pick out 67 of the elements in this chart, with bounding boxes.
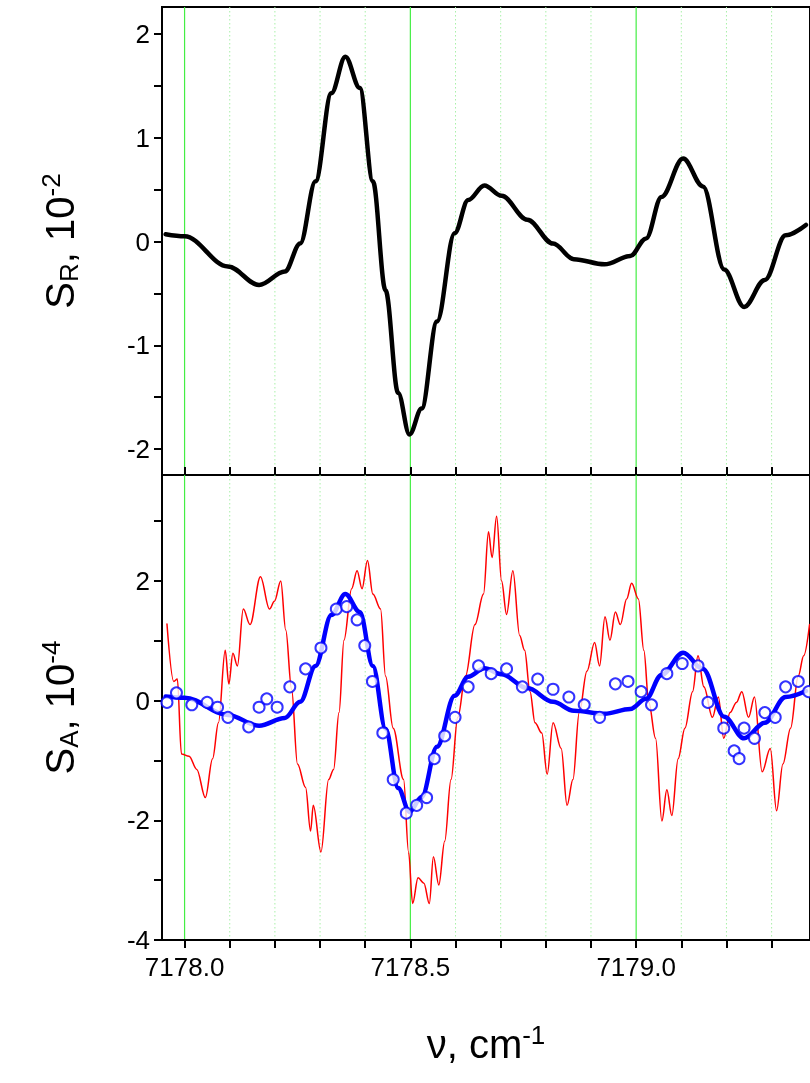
point — [270, 700, 284, 714]
x-tick-label: 7179.0 — [596, 952, 676, 982]
point — [645, 698, 658, 712]
point — [350, 613, 364, 627]
point — [420, 791, 434, 805]
point — [358, 639, 372, 653]
point — [185, 698, 199, 712]
y-tick-label: -1 — [126, 330, 150, 361]
point — [427, 752, 441, 766]
point — [252, 700, 266, 714]
point — [779, 680, 793, 694]
point — [242, 720, 256, 734]
point — [283, 680, 297, 694]
point — [737, 721, 751, 735]
point — [732, 752, 746, 766]
point — [691, 659, 705, 673]
point — [515, 680, 529, 694]
y-axis-title: SR, 10-2 — [36, 173, 84, 309]
point — [768, 710, 782, 724]
y-tick-label: -2 — [126, 434, 150, 465]
point — [634, 685, 648, 699]
point — [660, 667, 674, 681]
point — [200, 695, 214, 709]
x-tick-label: 7178.5 — [370, 952, 451, 982]
point — [340, 600, 354, 614]
point — [562, 690, 576, 704]
point — [448, 710, 462, 724]
point — [461, 680, 475, 694]
point — [386, 773, 400, 787]
point — [621, 674, 635, 688]
point — [531, 672, 545, 686]
point — [299, 662, 313, 676]
point — [577, 698, 591, 712]
point — [546, 682, 560, 696]
point — [399, 806, 413, 820]
point — [221, 710, 235, 724]
point — [410, 798, 424, 812]
y-tick-label: 2 — [135, 565, 150, 596]
y-tick-label: -2 — [126, 805, 150, 836]
point — [376, 726, 390, 740]
y-tick-label: -4 — [126, 925, 150, 955]
y-tick-label: 0 — [135, 685, 150, 716]
point — [472, 659, 486, 673]
point — [701, 695, 715, 709]
point — [365, 674, 379, 688]
point — [791, 674, 805, 688]
point — [260, 692, 274, 706]
point — [675, 657, 689, 671]
point — [484, 667, 498, 681]
point — [717, 721, 731, 735]
point — [758, 706, 772, 720]
y-tick-label: 0 — [135, 226, 150, 257]
line-series — [166, 515, 810, 905]
point — [608, 677, 622, 691]
point — [160, 695, 174, 709]
point — [314, 641, 328, 655]
point — [500, 662, 514, 676]
point — [169, 686, 183, 700]
point — [438, 729, 452, 743]
y-axis-title: SA, 10-4 — [36, 640, 84, 775]
point — [747, 731, 761, 745]
y-tick-label: 2 — [135, 18, 150, 49]
x-tick-label: 7178.0 — [144, 952, 225, 982]
point — [329, 602, 343, 616]
y-tick-label: 1 — [135, 122, 150, 153]
point — [593, 710, 607, 724]
point — [211, 700, 225, 714]
